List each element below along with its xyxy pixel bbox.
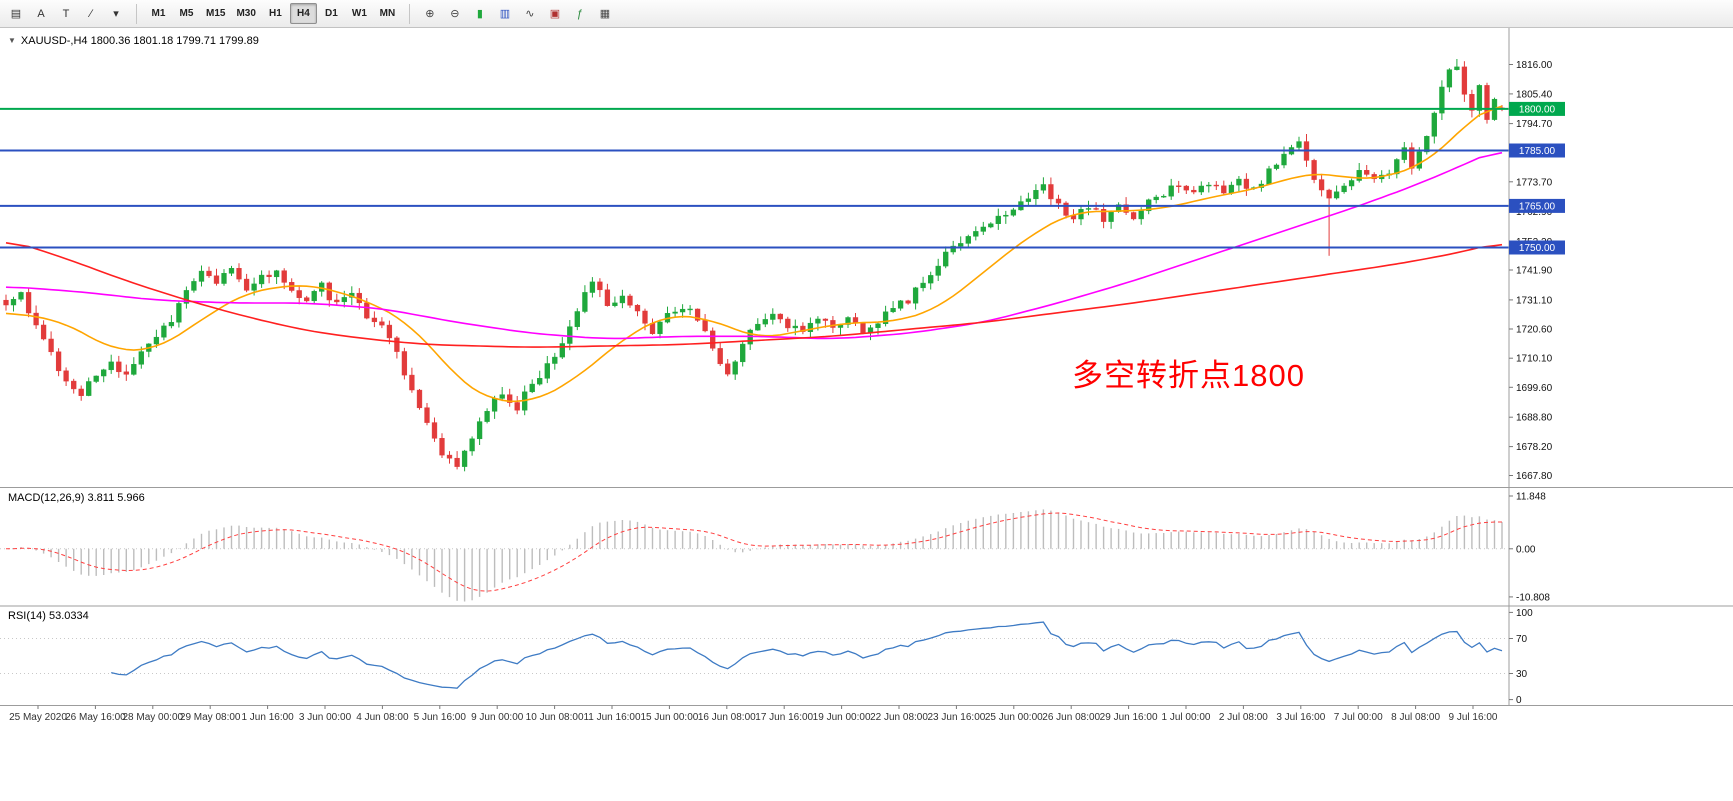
time-axis-label: 7 Jul 00:00 bbox=[1334, 712, 1383, 723]
time-axis-label: 10 Jun 08:00 bbox=[526, 712, 584, 723]
price-axis-label: 1720.60 bbox=[1516, 325, 1553, 336]
toolbar-right-group: ⊕ ⊖ ▮ ▥ ∿ ▣ ƒ ▦ bbox=[418, 3, 617, 24]
time-axis-label: 29 May 08:00 bbox=[180, 712, 241, 723]
timeframe-mn-button[interactable]: MN bbox=[379, 8, 396, 19]
time-axis-label: 23 Jun 16:00 bbox=[927, 712, 985, 723]
rsi-axis-label: 70 bbox=[1516, 634, 1528, 645]
price-axis-label: 1710.10 bbox=[1516, 354, 1553, 365]
time-axis-label: 19 Jun 00:00 bbox=[813, 712, 871, 723]
axis-price-box-1750 bbox=[1509, 240, 1565, 255]
time-axis-label: 22 Jun 08:00 bbox=[870, 712, 928, 723]
chart-annotation-text: 多空转折点1800 bbox=[1072, 358, 1305, 393]
zoom-out-button[interactable]: ⊖ bbox=[450, 8, 460, 20]
price-axis-label: 1805.40 bbox=[1516, 89, 1553, 100]
line-studies-dropdown-button[interactable]: ▾ bbox=[113, 8, 119, 20]
timeframe-m5-button[interactable]: M5 bbox=[179, 8, 194, 19]
axis-price-box-label: 1765.00 bbox=[1519, 201, 1556, 212]
axis-price-box-label: 1785.00 bbox=[1519, 146, 1556, 157]
rsi-indicator-label: RSI(14) 53.0334 bbox=[8, 610, 89, 622]
text-label-button[interactable]: T bbox=[62, 7, 70, 20]
timeframe-d1-button[interactable]: D1 bbox=[325, 8, 338, 19]
symbol-ohlc-text: XAUUSD-,H4 1800.36 1801.18 1799.71 1799.… bbox=[20, 35, 259, 47]
macd-axis-label: 11.848 bbox=[1516, 492, 1546, 503]
axis-price-box-1785 bbox=[1509, 143, 1565, 158]
axis-price-box-label: 1800.00 bbox=[1519, 104, 1556, 115]
macd-histogram bbox=[12, 509, 1503, 602]
rsi-axis-label: 100 bbox=[1516, 608, 1533, 619]
indicators-button[interactable]: ƒ bbox=[576, 7, 583, 20]
axis-price-box-label: 1750.00 bbox=[1519, 243, 1556, 254]
new-order-button[interactable]: ▣ bbox=[549, 8, 561, 20]
macd-indicator-label: MACD(12,26,9) 3.811 5.966 bbox=[8, 492, 145, 504]
time-axis-label: 11 Jun 16:00 bbox=[583, 712, 641, 723]
macd-signal-line bbox=[5, 512, 1502, 592]
time-axis-label: 17 Jun 16:00 bbox=[755, 712, 813, 723]
timeframe-m1-button[interactable]: M1 bbox=[151, 8, 166, 19]
time-axis-label: 9 Jun 00:00 bbox=[471, 712, 524, 723]
price-axis-label: 1741.90 bbox=[1516, 266, 1553, 277]
ma-slow-red bbox=[5, 242, 1503, 348]
timeframe-group: M1 M5 M15 M30 H1 H4 D1 W1 MN bbox=[145, 3, 401, 24]
timeframe-h4-button[interactable]: H4 bbox=[289, 3, 317, 24]
timeframe-m15-button[interactable]: M15 bbox=[206, 8, 226, 19]
ma-fast-orange bbox=[5, 105, 1503, 403]
symbol-info-line: ▼ XAUUSD-,H4 1800.36 1801.18 1799.71 179… bbox=[8, 35, 259, 47]
axis-price-box-1800 bbox=[1509, 101, 1565, 116]
rsi-line bbox=[111, 621, 1503, 689]
charts-grid-button[interactable]: ▤ bbox=[10, 8, 22, 20]
zoom-in-button[interactable]: ⊕ bbox=[425, 8, 435, 20]
macd-axis-label: -10.808 bbox=[1516, 592, 1550, 603]
time-axis-label: 8 Jul 08:00 bbox=[1391, 712, 1440, 723]
time-axis-label: 3 Jul 16:00 bbox=[1276, 712, 1325, 723]
price-axis-label: 1731.10 bbox=[1516, 295, 1553, 306]
timeframe-h1-button[interactable]: H1 bbox=[269, 8, 282, 19]
ma-mid-magenta bbox=[5, 151, 1503, 340]
time-axis-label: 15 Jun 00:00 bbox=[640, 712, 698, 723]
rsi-axis-label: 0 bbox=[1516, 695, 1522, 706]
time-axis-label: 26 May 16:00 bbox=[65, 712, 126, 723]
chart-background bbox=[0, 28, 1733, 801]
rsi-axis-label: 30 bbox=[1516, 669, 1528, 680]
cursor-arrow-button[interactable]: A bbox=[37, 7, 45, 20]
timeframe-m30-button[interactable]: M30 bbox=[236, 8, 256, 19]
price-axis-label: 1688.80 bbox=[1516, 413, 1553, 424]
line-studies-button[interactable]: ∕ bbox=[90, 7, 92, 20]
price-axis-label: 1667.80 bbox=[1516, 471, 1553, 482]
time-axis-label: 2 Jul 08:00 bbox=[1219, 712, 1268, 723]
time-axis-label: 5 Jun 16:00 bbox=[414, 712, 467, 723]
chart-canvas[interactable]: 1816.001805.401794.701784.201773.701762.… bbox=[0, 28, 1733, 801]
time-axis-label: 26 Jun 08:00 bbox=[1042, 712, 1100, 723]
time-axis-label: 29 Jun 16:00 bbox=[1100, 712, 1158, 723]
time-axis-label: 1 Jul 00:00 bbox=[1162, 712, 1211, 723]
bar-chart-button[interactable]: ▥ bbox=[499, 8, 511, 20]
price-axis-label: 1678.20 bbox=[1516, 442, 1553, 453]
time-axis-label: 9 Jul 16:00 bbox=[1449, 712, 1498, 723]
time-axis-label: 28 May 00:00 bbox=[122, 712, 183, 723]
symbol-collapse-icon[interactable]: ▼ bbox=[8, 36, 16, 45]
toolbar-separator bbox=[136, 3, 137, 24]
timeframe-w1-button[interactable]: W1 bbox=[351, 8, 367, 19]
price-axis-label: 1816.00 bbox=[1516, 60, 1553, 71]
templates-button[interactable]: ▦ bbox=[599, 8, 611, 20]
time-axis-label: 25 May 2020 bbox=[9, 712, 67, 723]
toolbar-separator bbox=[408, 3, 410, 24]
toolbar-left-group: ▤ A T ∕ ▾ bbox=[4, 3, 128, 24]
line-chart-button[interactable]: ∿ bbox=[525, 8, 535, 20]
price-axis-label: 1699.60 bbox=[1516, 383, 1553, 394]
time-axis-label: 25 Jun 00:00 bbox=[985, 712, 1043, 723]
toolbar: ▤ A T ∕ ▾ M1 M5 M15 M30 H1 H4 D1 W1 MN ⊕ ⊖ ▮ ▥ ∿ ▣ ƒ ▦ bbox=[0, 0, 1733, 28]
time-axis-label: 1 Jun 16:00 bbox=[241, 712, 294, 723]
time-axis-label: 3 Jun 00:00 bbox=[299, 712, 352, 723]
price-axis-label: 1794.70 bbox=[1516, 119, 1553, 130]
macd-axis-label: 0.00 bbox=[1516, 544, 1536, 555]
time-axis-label: 4 Jun 08:00 bbox=[356, 712, 409, 723]
candlestick-chart-button[interactable]: ▮ bbox=[476, 8, 483, 20]
price-axis-label: 1773.70 bbox=[1516, 177, 1553, 188]
axis-price-box-1765 bbox=[1509, 198, 1565, 213]
time-axis-label: 16 Jun 08:00 bbox=[698, 712, 756, 723]
